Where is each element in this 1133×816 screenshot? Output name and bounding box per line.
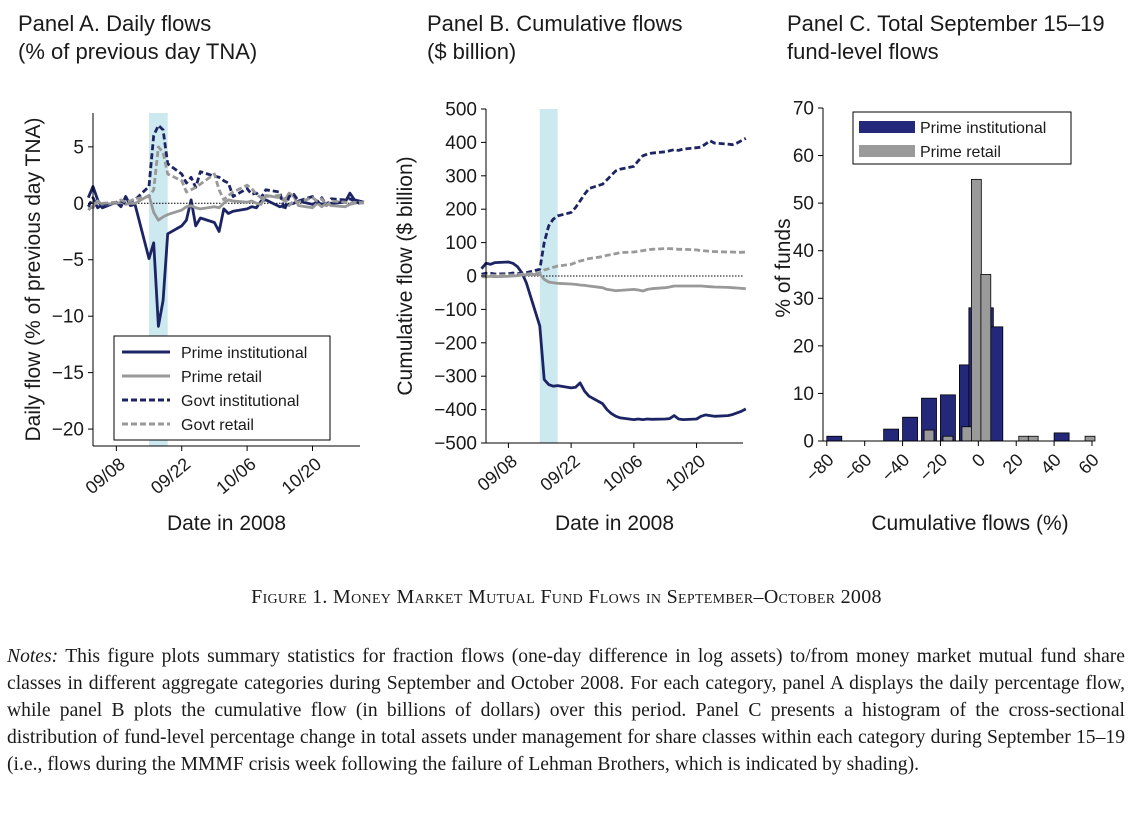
panel-c-title-line1: Panel C. Total September 15–19 xyxy=(787,11,1105,36)
panel-c-y-tick-label: 50 xyxy=(793,194,814,215)
panel-c-bar-prime-institutional xyxy=(883,428,900,442)
panel-b-y-tick-label: 300 xyxy=(445,166,477,187)
panel-a-x-tick-label: 09/22 xyxy=(147,454,194,498)
panel-b-title-line1: Panel B. Cumulative flows xyxy=(427,11,683,36)
panel-a-x-tick-label: 10/20 xyxy=(278,454,325,498)
panel-b-y-tick-label: −500 xyxy=(434,434,477,455)
panel-b-y-tick-label: −200 xyxy=(434,333,477,354)
panel-b-x-tick-label: 10/20 xyxy=(662,451,709,495)
panel-b-series-govt-retail xyxy=(481,247,746,278)
panel-b-title-line2: ($ billion) xyxy=(427,39,517,64)
panel-c-legend-label: Prime institutional xyxy=(920,120,1046,137)
panel-b-series-prime-retail xyxy=(481,272,746,293)
panel-a-title-line2: (% of previous day TNA) xyxy=(18,39,258,64)
figure-notes: Notes: This figure plots summary statist… xyxy=(7,643,1125,778)
panel-c-y-tick-label: 20 xyxy=(793,336,814,357)
panel-b-y-tick-label: 400 xyxy=(445,133,477,154)
panel-c-bar-prime-retail xyxy=(1018,435,1030,442)
panel-c-bar-prime-institutional xyxy=(902,416,918,442)
panel-b-y-tick-label: 200 xyxy=(445,200,477,221)
panel-c-y-tick-label: 10 xyxy=(793,384,814,405)
panel-c-x-tick-label: −40 xyxy=(878,450,914,486)
panel-a-x-axis-label: Date in 2008 xyxy=(167,512,286,535)
panel-a-title: Panel A. Daily flows (% of previous day … xyxy=(18,10,257,66)
panel-b-y-axis-label: Cumulative flow ($ billion) xyxy=(394,156,417,395)
panel-a-series-govt-retail xyxy=(87,145,365,212)
panel-c-y-tick-label: 60 xyxy=(793,146,814,167)
notes-text: This figure plots summary statistics for… xyxy=(7,646,1125,775)
panel-a-legend-label: Govt institutional xyxy=(181,393,299,410)
panel-b-title: Panel B. Cumulative flows ($ billion) xyxy=(427,10,683,66)
panel-c-bar-prime-retail xyxy=(961,426,973,442)
panel-b-x-tick-label: 09/08 xyxy=(474,451,521,495)
panel-c-legend-label: Prime retail xyxy=(920,144,1001,161)
panel-c-bar-prime-institutional xyxy=(826,435,843,442)
panel-a-legend-label: Prime retail xyxy=(181,369,262,386)
panel-c-y-tick-label: 40 xyxy=(793,241,814,262)
panel-b-x-tick-label: 09/22 xyxy=(536,451,583,495)
panel-b-x-axis-label: Date in 2008 xyxy=(555,512,674,535)
panel-c-y-tick-label: 0 xyxy=(803,432,814,453)
panel-b-y-tick-label: −300 xyxy=(434,367,477,388)
panel-c-bar-prime-retail xyxy=(1027,435,1039,442)
panel-c-title-line2: fund-level flows xyxy=(787,39,939,64)
panel-a-y-tick-label: −10 xyxy=(52,307,84,328)
panel-a-series-prime-institutional xyxy=(87,184,365,328)
panel-c-x-tick-label: −20 xyxy=(916,450,952,486)
panel-c-x-tick-label: 40 xyxy=(1037,450,1065,478)
panel-b-y-tick-label: 500 xyxy=(445,100,477,121)
panel-b-y-tick-label: 100 xyxy=(445,233,477,254)
panel-a-series-prime-retail xyxy=(87,191,365,222)
panel-c-y-tick-label: 30 xyxy=(793,289,814,310)
panel-c-x-tick-label: −80 xyxy=(802,450,838,486)
panel-a-y-tick-label: −15 xyxy=(52,363,84,384)
panel-a-y-tick-label: −5 xyxy=(62,250,84,271)
panel-b-y-tick-label: −100 xyxy=(434,300,477,321)
panel-c-title: Panel C. Total September 15–19 fund-leve… xyxy=(787,10,1105,66)
panel-c-x-tick-label: −60 xyxy=(840,450,876,486)
panel-a-y-axis-label: Daily flow (% of previous day TNA) xyxy=(22,117,45,441)
panel-c-bar-prime-retail xyxy=(923,429,935,442)
panel-c-bar-prime-retail xyxy=(1084,435,1096,442)
panel-a-x-tick-label: 10/06 xyxy=(212,454,259,498)
panel-a-legend-label: Prime institutional xyxy=(181,345,307,362)
panel-c-y-tick-label: 70 xyxy=(793,99,814,120)
panel-c-bar-prime-retail xyxy=(942,435,954,442)
panel-c-bar-prime-retail xyxy=(971,178,982,442)
figure-caption: Figure 1. Money Market Mutual Fund Flows… xyxy=(251,586,882,608)
panel-c-legend-swatch xyxy=(859,121,915,133)
panel-b-crisis-shading xyxy=(539,109,558,443)
panel-a-x-tick-label: 09/08 xyxy=(82,454,129,498)
panel-c-bar-prime-institutional xyxy=(940,394,956,442)
panel-b-y-tick-label: −400 xyxy=(434,400,477,421)
panel-a-y-tick-label: 0 xyxy=(73,194,84,215)
panel-c-x-axis-label: Cumulative flows (%) xyxy=(871,512,1068,535)
panel-c-x-tick-label: 0 xyxy=(968,450,989,471)
notes-label: Notes: xyxy=(7,646,59,667)
panel-b-x-tick-label: 10/06 xyxy=(599,451,646,495)
panel-a-title-line1: Panel A. Daily flows xyxy=(18,11,212,36)
panel-c-bar-prime-institutional xyxy=(1053,432,1070,442)
panel-c-x-tick-label: 20 xyxy=(999,450,1027,478)
panel-c-y-axis-label: % of funds xyxy=(772,218,795,317)
panel-c-x-tick-label: 60 xyxy=(1075,450,1103,478)
panel-a-y-tick-label: −20 xyxy=(52,420,84,441)
panel-a-y-tick-label: 5 xyxy=(73,137,84,158)
panel-c-legend-swatch xyxy=(859,145,915,157)
panel-b-y-tick-label: 0 xyxy=(466,267,477,288)
panel-a-legend-label: Govt retail xyxy=(181,417,254,434)
panel-c-bar-prime-retail xyxy=(980,274,992,442)
